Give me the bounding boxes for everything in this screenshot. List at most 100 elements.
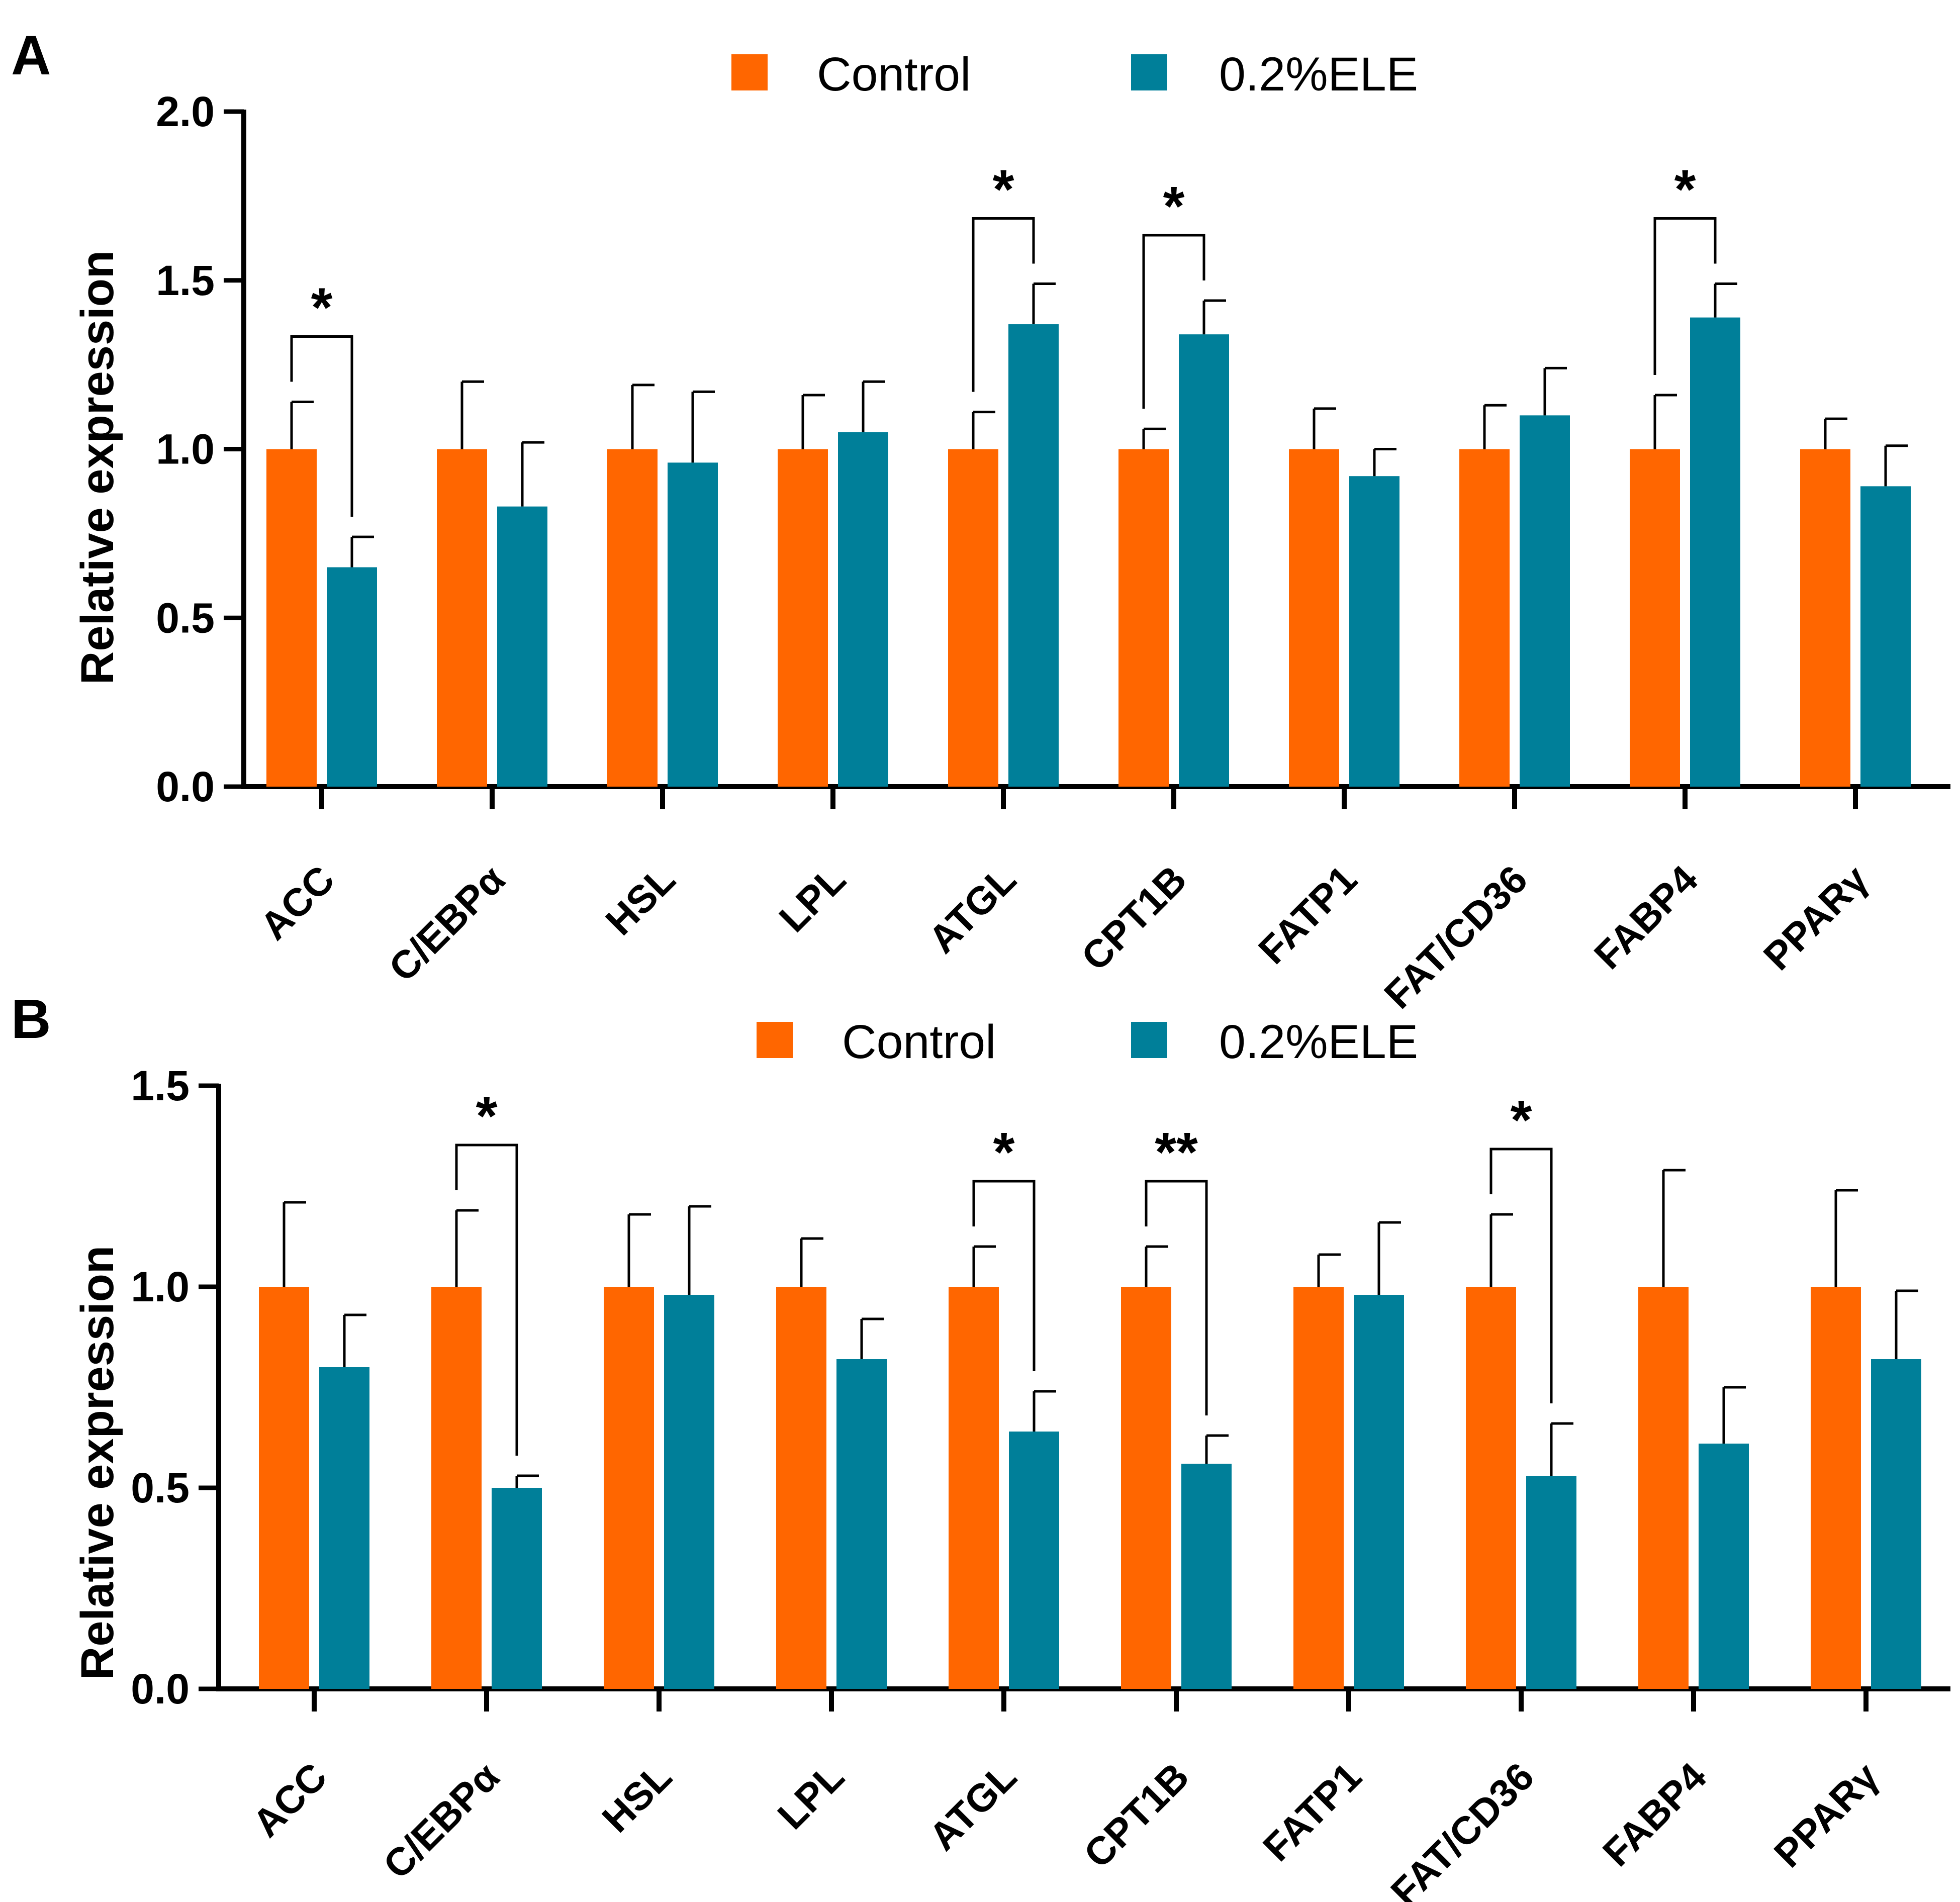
panel-b-bar-control [1811,1287,1861,1689]
panel-a-bar-ele [1008,324,1059,787]
panel-a-bar-control [948,449,998,787]
panel-b-chart: B Control 0.2%ELE Relative expression 0.… [11,988,1950,1902]
panel-b-x-tick-label: FABP4 [1594,1754,1715,1875]
panel-a-x-tick-label: FATP1 [1250,857,1365,973]
panel-a-bar-control [1118,449,1169,787]
panel-a-significance-bracket [1653,217,1717,375]
panel-a-x-tick-label: HSL [597,857,684,944]
panel-b-legend: Control 0.2%ELE [757,1015,1418,1069]
panel-b-letter: B [11,988,51,1050]
panel-a-bar-ele [838,432,888,787]
panel-b-bar-ele [1354,1295,1404,1689]
panel-b-legend-swatch-ele [1131,1022,1167,1058]
panel-b-significance-bracket [1489,1148,1553,1403]
panel-a-bar-ele [1860,486,1911,787]
panel-b-bar-ele [1181,1464,1232,1689]
panel-b-significance-label: * [1511,1089,1532,1151]
panel-a-x-tick-label: PPARγ [1755,857,1877,978]
panel-b-bar-control [1466,1287,1516,1689]
panel-b-legend-label-control: Control [842,1015,996,1069]
panel-a-x-tick-label: ACC [251,857,343,948]
panel-b-significance-label: * [476,1085,498,1147]
panel-a-x-tick-label: LPL [771,857,854,940]
panel-a-significance-bracket [1142,234,1205,409]
panel-b-x-tick-label: FATP1 [1254,1754,1370,1870]
panel-b-bar-control [1121,1287,1171,1689]
panel-b-legend-label-ele: 0.2%ELE [1219,1015,1418,1069]
panel-b-bar-control [1638,1287,1689,1689]
panel-b-y-tick-label: 0.0 [131,1665,190,1713]
panel-b-bar-ele [492,1488,542,1689]
panel-b-bar-control [776,1287,826,1689]
panel-a-y-tick-label: 0.0 [156,763,215,810]
panel-a-significance-label: * [1163,175,1185,237]
panel-b-y-tick-label: 0.5 [131,1464,190,1511]
panel-a-legend-label-control: Control [817,48,971,101]
panel-a-bar-control [266,449,317,787]
panel-a-bar-control [778,449,828,787]
panel-a-bar-ele [1690,317,1740,787]
panel-b-x-tick-label: PPARγ [1765,1754,1887,1875]
panel-a-y-tick-label: 2.0 [156,88,215,135]
panel-b-y-axis-label: Relative expression [72,1246,123,1680]
panel-b-bar-ele [836,1359,887,1689]
panel-a-x-tick-label: C/EBPα [380,857,513,990]
panel-a-bar-control [437,449,487,787]
panel-a-y-axis-label: Relative expression [72,250,123,685]
panel-a-bar-control [607,449,658,787]
panel-a-letter: A [11,25,51,86]
panel-a-x-tick-label: FAT/CD36 [1375,857,1536,1017]
panel-b-bar-ele [1526,1476,1576,1689]
panel-a-y-tick-label: 1.5 [156,257,215,304]
panel-b-bar-ele [1699,1444,1749,1689]
panel-b-significance-bracket [455,1144,518,1456]
panel-a-bar-ele [497,506,547,787]
panel-b-bar-ele [1009,1432,1059,1689]
panel-b-x-tick-label: C/EBPα [375,1754,508,1887]
panel-b-bar-ele [664,1295,714,1689]
panel-a-x-tick-label: FABP4 [1585,857,1706,978]
panel-a-bar-ele [668,462,718,787]
panel-a-significance-label: * [993,158,1014,220]
panel-a-y-tick-label: 1.0 [156,426,215,473]
panel-a-significance-label: * [311,276,333,338]
panel-a-bar-control [1459,449,1510,787]
panel-b-bar-control [1293,1287,1344,1689]
panel-b-significance-label: * [993,1121,1015,1183]
panel-b-plot-area: 0.0 0.5 1.0 1.5 ACC C/EBPα HSL LPL ATGL CPT1B FATP… [131,1062,1950,1902]
panel-b-bar-control [431,1287,482,1689]
panel-b-bar-ele [319,1367,369,1689]
panel-a-bar-ele [1520,415,1570,787]
panel-a-legend-label-ele: 0.2%ELE [1219,48,1418,101]
panel-a-significance-bracket [972,217,1035,392]
panel-b-bar-control [604,1287,654,1689]
panel-a-x-tick-label: ATGL [920,857,1024,962]
panel-b-y-tick-label: 1.0 [131,1263,190,1310]
panel-b-y-tick-label: 1.5 [131,1062,190,1109]
panel-a-bar-control [1800,449,1850,787]
panel-a-chart: A Control 0.2%ELE Relative expression 0.… [11,25,1950,1017]
panel-a-legend: Control 0.2%ELE [731,48,1418,101]
panel-a-bar-ele [327,567,377,787]
panel-a-legend-swatch-ele [1131,54,1167,90]
panel-b-x-tick-label: LPL [769,1754,853,1838]
panel-b-x-tick-label: HSL [593,1754,680,1841]
panel-a-significance-bracket [290,335,353,517]
panel-a-legend-swatch-control [731,54,768,90]
panel-b-legend-swatch-control [757,1022,793,1058]
panel-a-bar-control [1630,449,1680,787]
panel-a-y-tick-label: 0.5 [156,594,215,641]
panel-b-bar-ele [1871,1359,1921,1689]
panel-b-x-tick-label: FAT/CD36 [1382,1754,1542,1902]
panel-a-significance-label: * [1674,158,1696,220]
panel-a-bar-ele [1179,334,1229,787]
panel-b-x-tick-label: CPT1B [1075,1754,1197,1876]
panel-b-x-tick-label: ATGL [920,1754,1025,1859]
panel-b-significance-bracket [972,1180,1036,1371]
panel-a-bar-control [1289,449,1339,787]
panel-b-bar-control [949,1287,999,1689]
panel-a-plot-area: 0.0 0.5 1.0 1.5 2.0 ACC C/EBPα HSL LPL ATGL CPT1B F… [156,88,1950,1017]
panel-b-x-tick-label: ACC [244,1754,335,1846]
panel-b-significance-bracket [1145,1180,1208,1415]
